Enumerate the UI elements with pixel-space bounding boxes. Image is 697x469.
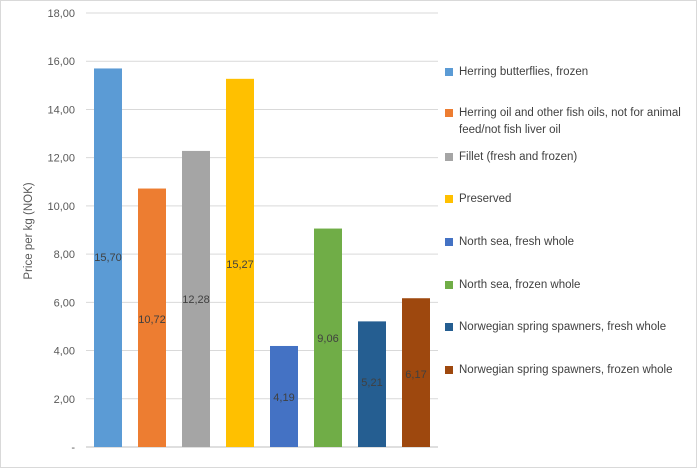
legend-swatch: [445, 281, 453, 289]
legend-swatch: [445, 68, 453, 76]
bar: [402, 298, 430, 447]
legend-label: Fillet (fresh and frozen): [459, 151, 578, 163]
legend-item: North sea, frozen whole: [445, 277, 689, 294]
y-tick-label: 6,00: [54, 297, 75, 309]
legend-swatch: [445, 195, 453, 203]
legend-item: Norwegian spring spawners, frozen whole: [445, 362, 689, 379]
legend-label: North sea, fresh whole: [459, 236, 575, 248]
y-tick-label: 10,00: [47, 201, 75, 213]
bar: [270, 345, 298, 447]
legend-label: Norwegian spring spawners, fresh whole: [459, 321, 667, 333]
legend-label: Norwegian spring spawners, frozen whole: [459, 364, 673, 376]
bar: [314, 228, 342, 447]
y-tick-label: 14,00: [47, 104, 75, 116]
legend-label: Preserved: [459, 193, 512, 205]
legend-label: Herring oil and other fish oils, not for…: [459, 107, 681, 136]
bar-data-label: 6,17: [405, 369, 426, 381]
bar: [358, 321, 386, 447]
y-tick-label: 16,00: [47, 56, 75, 68]
bar: [94, 68, 122, 447]
legend-item: Herring butterflies, frozen: [445, 64, 689, 81]
legend-label: North sea, frozen whole: [459, 279, 581, 291]
bar-data-label: 12,28: [182, 294, 210, 306]
y-axis-title: Price per kg (NOK): [23, 182, 35, 279]
legend: Herring butterflies, frozen Herring oil a…: [445, 1, 695, 469]
legend-swatch: [445, 238, 453, 246]
legend-item: Fillet (fresh and frozen): [445, 149, 689, 166]
legend-item: Herring oil and other fish oils, not for…: [445, 105, 689, 139]
y-tick-label: 12,00: [47, 153, 75, 165]
y-tick-label: 18,00: [47, 8, 75, 20]
bar-data-label: 5,21: [361, 377, 382, 389]
bar-data-label: 4,19: [273, 392, 294, 404]
bar-data-label: 15,27: [226, 259, 254, 271]
legend-item: Preserved: [445, 191, 689, 208]
legend-swatch: [445, 153, 453, 161]
legend-label: Herring butterflies, frozen: [459, 66, 589, 78]
bar: [138, 188, 166, 448]
legend-swatch: [445, 323, 453, 331]
bar-data-label: 9,06: [317, 333, 338, 345]
legend-swatch: [445, 109, 453, 117]
legend-item: Norwegian spring spawners, fresh whole: [445, 319, 689, 336]
legend-swatch: [445, 366, 453, 374]
legend-item: North sea, fresh whole: [445, 234, 689, 251]
bar-data-label: 10,72: [138, 314, 166, 326]
y-tick-label: 8,00: [54, 249, 75, 261]
bar: [182, 150, 210, 447]
y-tick-label: 4,00: [54, 346, 75, 358]
bar-data-label: 15,70: [94, 252, 122, 264]
y-tick-label: 2,00: [54, 394, 75, 406]
y-tick-label: -: [71, 442, 75, 454]
bar: [226, 78, 254, 447]
